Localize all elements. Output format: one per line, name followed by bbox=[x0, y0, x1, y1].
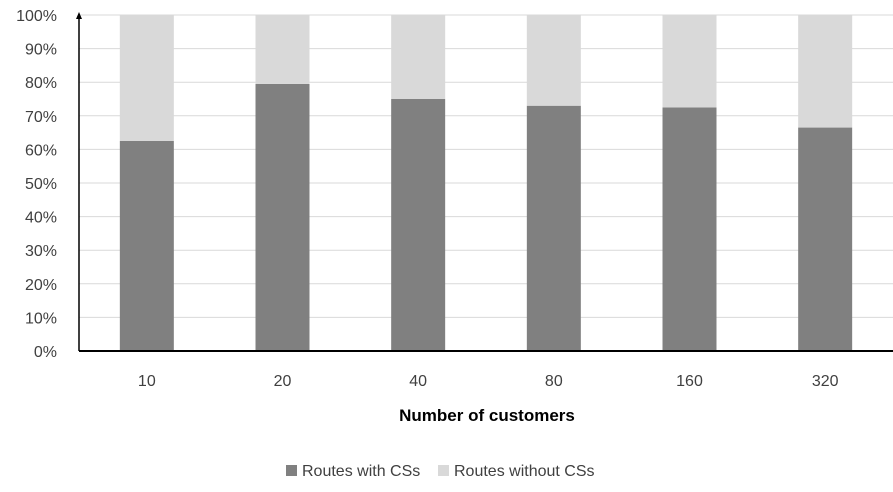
y-tick-100: 100% bbox=[16, 8, 57, 25]
x-tick-320: 320 bbox=[812, 373, 839, 390]
y-tick-labels: 0% 10% 20% 30% 40% 50% 60% 70% 80% 90% 100% bbox=[16, 8, 57, 361]
x-tick-20: 20 bbox=[274, 373, 292, 390]
bar-10-with-css bbox=[119, 141, 174, 351]
legend-label-without-css: Routes without CSs bbox=[454, 463, 595, 480]
x-axis-title: Number of customers bbox=[399, 406, 575, 425]
bar-160-without-css bbox=[662, 15, 717, 108]
bars bbox=[119, 15, 853, 352]
y-tick-0: 0% bbox=[34, 344, 57, 361]
bar-40-without-css bbox=[391, 15, 446, 99]
bar-20-with-css bbox=[255, 83, 310, 351]
bar-160-with-css bbox=[662, 107, 717, 352]
x-tick-10: 10 bbox=[138, 373, 156, 390]
legend-swatch-without-css bbox=[438, 465, 449, 476]
legend-swatch-with-css bbox=[286, 465, 297, 476]
legend: Routes with CSs Routes without CSs bbox=[286, 463, 595, 480]
legend-label-with-css: Routes with CSs bbox=[302, 463, 420, 480]
bar-80-without-css bbox=[526, 15, 581, 106]
y-tick-40: 40% bbox=[25, 210, 57, 227]
bar-320-without-css bbox=[798, 15, 853, 128]
bar-320-with-css bbox=[798, 127, 853, 351]
gridlines bbox=[79, 14, 893, 318]
x-tick-labels: 10 20 40 80 160 320 bbox=[138, 373, 839, 390]
y-tick-30: 30% bbox=[25, 243, 57, 260]
y-tick-50: 50% bbox=[25, 176, 57, 193]
y-tick-10: 10% bbox=[25, 310, 57, 327]
y-tick-20: 20% bbox=[25, 277, 57, 294]
bar-20-without-css bbox=[255, 15, 310, 84]
y-axis-arrow bbox=[76, 12, 82, 19]
x-tick-80: 80 bbox=[545, 373, 563, 390]
y-tick-80: 80% bbox=[25, 75, 57, 92]
bar-80-with-css bbox=[526, 105, 581, 351]
bar-10-without-css bbox=[119, 15, 174, 141]
bar-40-with-css bbox=[391, 99, 446, 351]
axes bbox=[76, 12, 893, 352]
y-tick-60: 60% bbox=[25, 142, 57, 159]
y-tick-90: 90% bbox=[25, 42, 57, 59]
x-tick-40: 40 bbox=[409, 373, 427, 390]
y-tick-70: 70% bbox=[25, 109, 57, 126]
x-tick-160: 160 bbox=[676, 373, 703, 390]
